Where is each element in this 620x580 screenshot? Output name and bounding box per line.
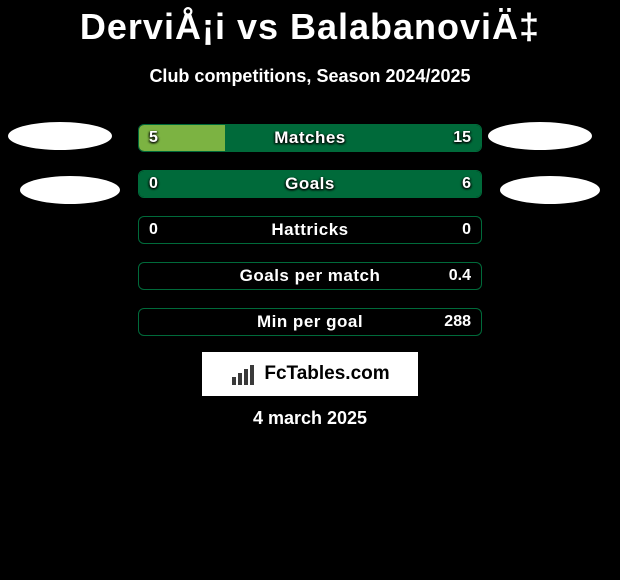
stat-bar: Min per goal288: [138, 308, 482, 336]
bar-label: Goals per match: [139, 263, 481, 289]
stat-bar: Goals per match0.4: [138, 262, 482, 290]
bar-label: Goals: [139, 171, 481, 197]
bar-value-left: 5: [149, 125, 158, 151]
stat-bar: Matches5 15: [138, 124, 482, 152]
bar-label: Matches: [139, 125, 481, 151]
avatar-right-head: [488, 122, 592, 150]
stat-bar: Hattricks0 0: [138, 216, 482, 244]
bar-value-left: 0: [149, 217, 158, 243]
bar-value-left: 0: [149, 171, 158, 197]
avatar-left-shoulder: [20, 176, 120, 204]
bar-value-right: 0: [462, 217, 471, 243]
bar-value-right: 15: [453, 125, 471, 151]
logo-text: FcTables.com: [264, 363, 389, 385]
bar-value-right: 0.4: [449, 263, 471, 289]
stats-bars: Matches515Goals06Hattricks00Goals per ma…: [138, 124, 482, 354]
bar-label: Hattricks: [139, 217, 481, 243]
stat-bar: Goals0 6: [138, 170, 482, 198]
bar-value-right: 288: [444, 309, 471, 335]
avatar-right-shoulder: [500, 176, 600, 204]
bar-label: Min per goal: [139, 309, 481, 335]
logo-bars-icon: [230, 363, 258, 385]
date-line: 4 march 2025: [0, 408, 620, 429]
logo-box: FcTables.com: [202, 352, 418, 396]
avatar-left-head: [8, 122, 112, 150]
bar-value-right: 6: [462, 171, 471, 197]
